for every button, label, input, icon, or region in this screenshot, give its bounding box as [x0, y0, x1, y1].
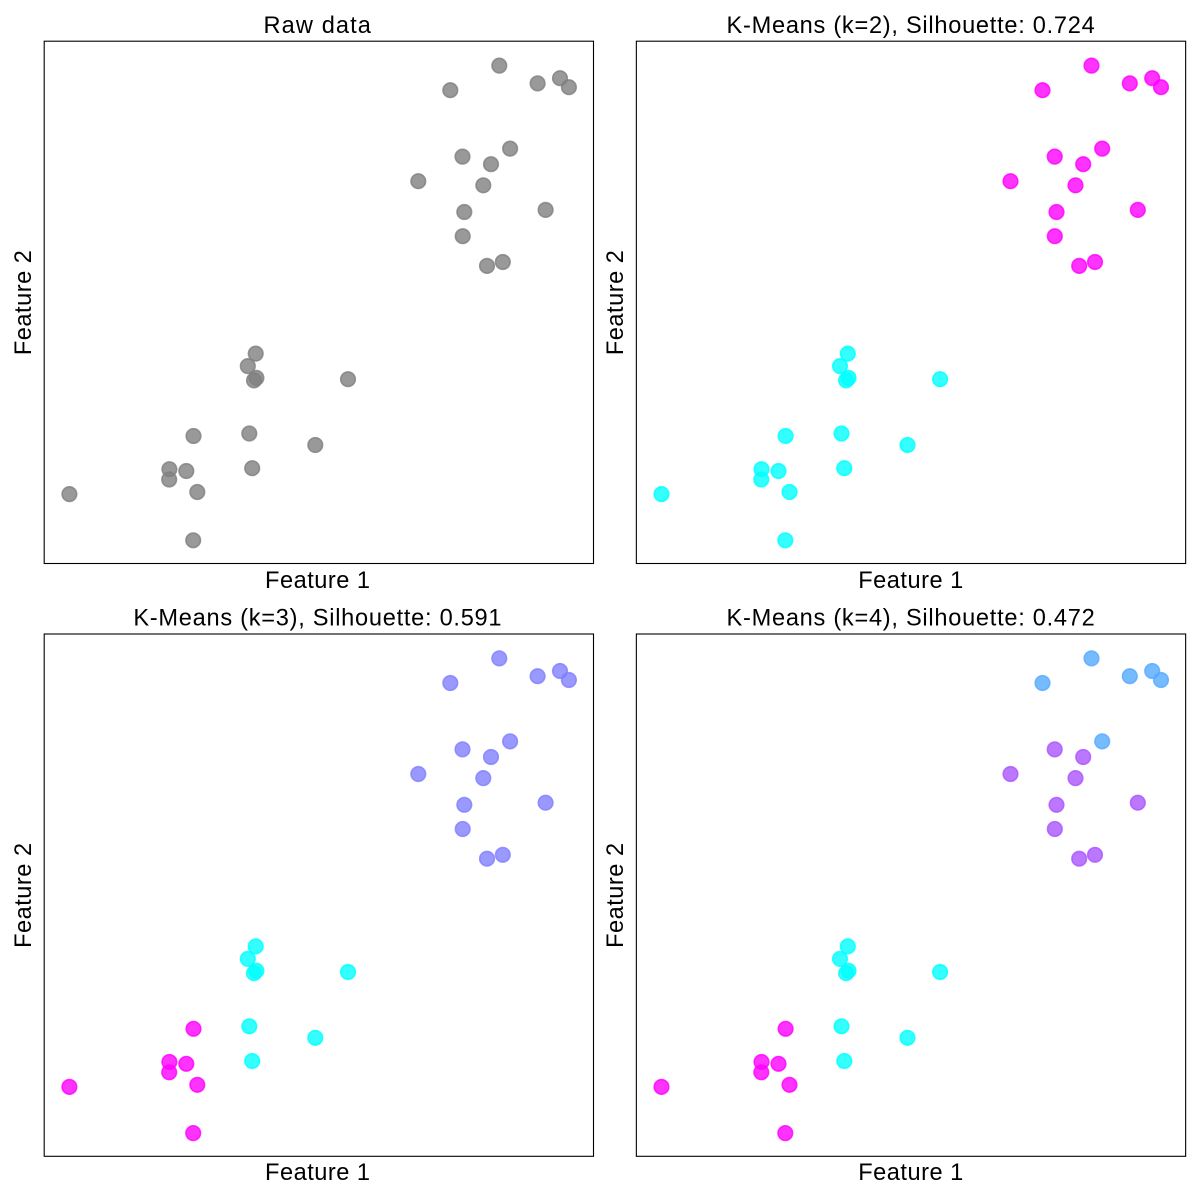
svg-text:Raw data: Raw data — [264, 13, 372, 39]
svg-text:Feature 2: Feature 2 — [11, 250, 37, 356]
svg-text:K-Means (k=3), Silhouette: 0.5: K-Means (k=3), Silhouette: 0.591 — [133, 606, 502, 632]
svg-text:K-Means (k=2), Silhouette: 0.7: K-Means (k=2), Silhouette: 0.724 — [727, 13, 1096, 39]
svg-text:Feature 1: Feature 1 — [265, 568, 371, 594]
svg-text:Feature 1: Feature 1 — [858, 568, 964, 594]
svg-text:Feature 2: Feature 2 — [603, 842, 629, 948]
svg-text:Feature 2: Feature 2 — [603, 250, 629, 356]
svg-text:Feature 1: Feature 1 — [858, 1160, 964, 1186]
svg-text:Feature 2: Feature 2 — [11, 842, 37, 948]
svg-text:Feature 1: Feature 1 — [265, 1160, 371, 1186]
svg-text:K-Means (k=4), Silhouette: 0.4: K-Means (k=4), Silhouette: 0.472 — [727, 606, 1096, 632]
